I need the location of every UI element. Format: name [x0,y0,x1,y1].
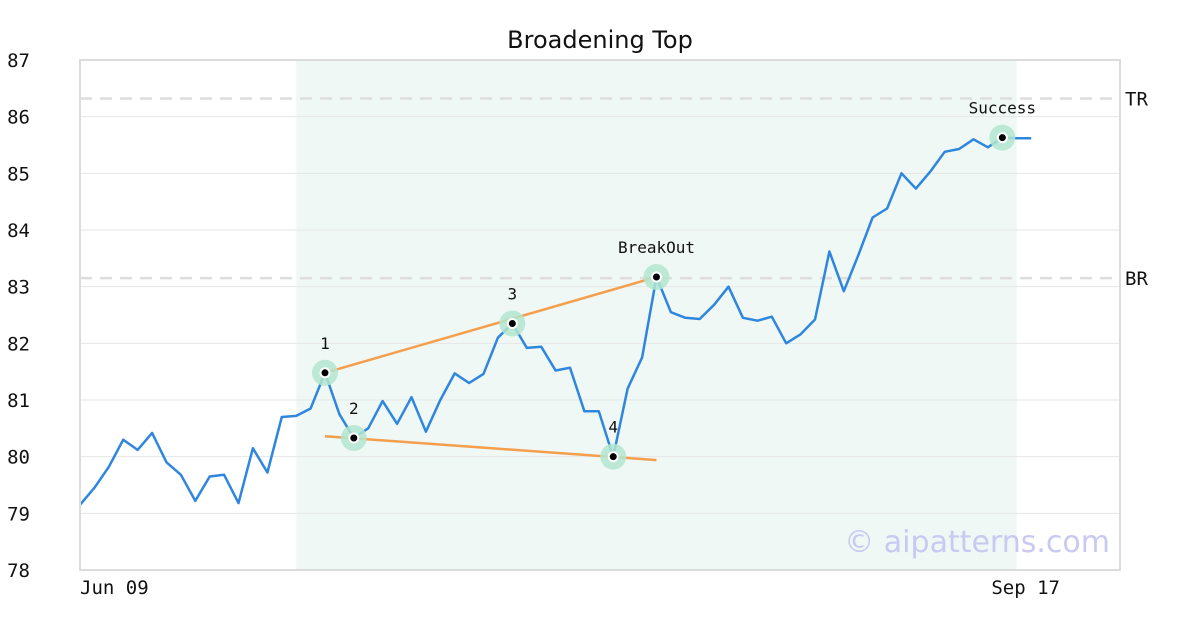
y-tick-label: 84 [7,220,30,242]
y-tick-label: 78 [7,560,30,582]
y-tick-label: 86 [7,107,30,129]
level-label: TR [1125,89,1148,111]
plot-frame [79,59,1121,571]
pivot-point [650,271,662,283]
y-tick-label: 81 [7,390,30,412]
pivot-point [348,432,360,444]
y-tick-label: 87 [7,50,30,72]
pivot-label: Success [969,99,1036,118]
pivot-label: 3 [508,285,518,304]
pivot-label: 2 [349,399,359,418]
y-tick-label: 80 [7,447,30,469]
pivot-label: 4 [608,418,618,437]
pivot-point [319,367,331,379]
y-tick-label: 85 [7,163,30,185]
pivot-point [996,132,1008,144]
chart-title: Broadening Top [507,26,693,54]
level-label: BR [1125,268,1148,290]
trendline [324,275,657,375]
pivot-label: 1 [320,334,330,353]
pivot-point [506,318,518,329]
watermark: © aipatterns.com [844,525,1110,560]
y-tick-label: 82 [7,333,30,355]
pattern-region [296,60,1017,570]
pivot-point [607,451,619,463]
x-tick-label: Jun 09 [80,577,149,599]
pivot-label: BreakOut [618,238,695,257]
price-series-line [79,136,1032,506]
y-tick-label: 79 [7,503,30,525]
x-tick-label: Sep 17 [991,577,1060,599]
y-tick-label: 83 [7,277,30,299]
